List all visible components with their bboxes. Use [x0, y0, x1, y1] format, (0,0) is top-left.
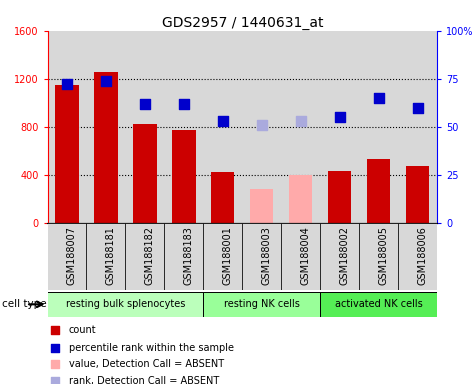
Text: GSM188183: GSM188183 — [184, 226, 194, 285]
Bar — [48, 31, 86, 223]
Bar — [164, 223, 203, 290]
Bar — [164, 31, 203, 223]
Text: GSM188182: GSM188182 — [145, 226, 155, 285]
Text: GSM188001: GSM188001 — [223, 226, 233, 285]
Bar — [172, 130, 196, 223]
Bar — [320, 31, 359, 223]
Point — [414, 104, 421, 111]
Bar — [94, 71, 118, 223]
Point — [297, 118, 304, 124]
Bar — [320, 292, 437, 317]
Bar — [125, 223, 164, 290]
Bar — [55, 85, 79, 223]
Text: rank, Detection Call = ABSENT: rank, Detection Call = ABSENT — [69, 376, 219, 384]
Text: cell type: cell type — [2, 299, 47, 310]
Point — [336, 114, 343, 120]
Point — [180, 101, 188, 107]
Bar — [203, 292, 320, 317]
Text: GSM188003: GSM188003 — [262, 226, 272, 285]
Bar — [48, 292, 203, 317]
Bar — [242, 31, 281, 223]
Bar — [281, 31, 320, 223]
Bar — [328, 171, 352, 223]
Bar — [320, 223, 359, 290]
Point — [51, 361, 59, 367]
Point — [51, 378, 59, 384]
Text: GSM188002: GSM188002 — [340, 226, 350, 285]
Bar — [359, 223, 398, 290]
Text: GSM188007: GSM188007 — [67, 226, 77, 285]
Bar — [289, 175, 313, 223]
Text: percentile rank within the sample: percentile rank within the sample — [69, 343, 234, 353]
Text: resting bulk splenocytes: resting bulk splenocytes — [66, 299, 185, 310]
Bar — [133, 124, 157, 223]
Title: GDS2957 / 1440631_at: GDS2957 / 1440631_at — [162, 16, 323, 30]
Point — [375, 95, 382, 101]
Point — [51, 328, 59, 334]
Bar — [203, 223, 242, 290]
Bar — [367, 159, 390, 223]
Text: GSM188004: GSM188004 — [301, 226, 311, 285]
Text: GSM188005: GSM188005 — [379, 226, 389, 285]
Bar — [250, 189, 274, 223]
Bar — [203, 31, 242, 223]
Point — [141, 101, 149, 107]
Point — [258, 122, 266, 128]
Bar — [86, 31, 125, 223]
Bar — [406, 166, 429, 223]
Bar — [242, 223, 281, 290]
Text: GSM188181: GSM188181 — [106, 226, 116, 285]
Point — [63, 81, 71, 88]
Bar — [48, 223, 86, 290]
Point — [219, 118, 227, 124]
Text: count: count — [69, 326, 96, 336]
Text: activated NK cells: activated NK cells — [335, 299, 422, 310]
Bar — [398, 31, 437, 223]
Bar — [359, 31, 398, 223]
Bar — [86, 223, 125, 290]
Bar — [211, 172, 235, 223]
Text: value, Detection Call = ABSENT: value, Detection Call = ABSENT — [69, 359, 224, 369]
Bar — [281, 223, 320, 290]
Bar — [125, 31, 164, 223]
Point — [51, 345, 59, 351]
Text: resting NK cells: resting NK cells — [224, 299, 300, 310]
Bar — [398, 223, 437, 290]
Point — [102, 78, 110, 84]
Text: GSM188006: GSM188006 — [418, 226, 428, 285]
